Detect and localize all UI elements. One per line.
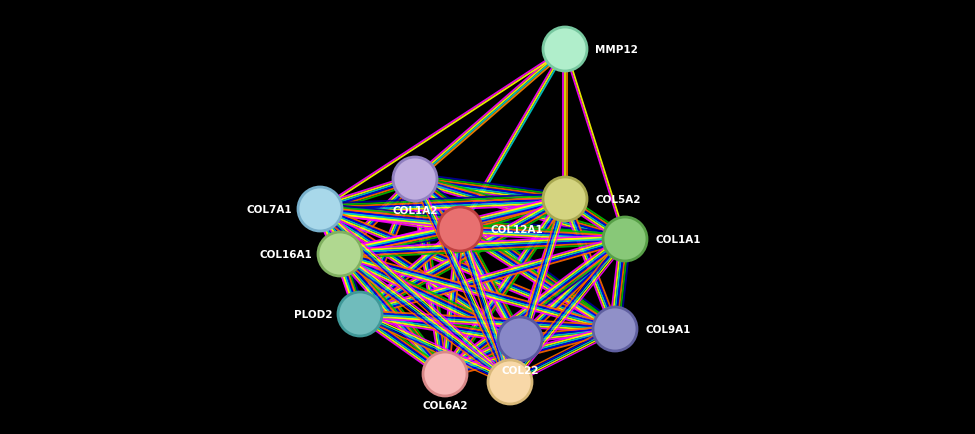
Text: MMP12: MMP12 <box>595 45 638 55</box>
Text: COL5A2: COL5A2 <box>595 194 641 204</box>
Circle shape <box>393 158 437 201</box>
Text: COL12A1: COL12A1 <box>490 224 543 234</box>
Circle shape <box>438 207 482 251</box>
Circle shape <box>423 352 467 396</box>
Circle shape <box>543 28 587 72</box>
Text: PLOD2: PLOD2 <box>293 309 332 319</box>
Circle shape <box>543 178 587 221</box>
Text: COL22: COL22 <box>501 365 539 375</box>
Text: COL9A1: COL9A1 <box>645 324 690 334</box>
Circle shape <box>498 317 542 361</box>
Text: COL16A1: COL16A1 <box>259 250 312 260</box>
Circle shape <box>318 233 362 276</box>
Circle shape <box>488 360 532 404</box>
Circle shape <box>603 217 647 261</box>
Text: COL1A2: COL1A2 <box>392 206 438 216</box>
Text: COL6A2: COL6A2 <box>422 400 468 410</box>
Text: COL7A1: COL7A1 <box>247 204 292 214</box>
Circle shape <box>593 307 637 351</box>
Text: COL1A1: COL1A1 <box>655 234 700 244</box>
Circle shape <box>298 187 342 231</box>
Circle shape <box>338 293 382 336</box>
